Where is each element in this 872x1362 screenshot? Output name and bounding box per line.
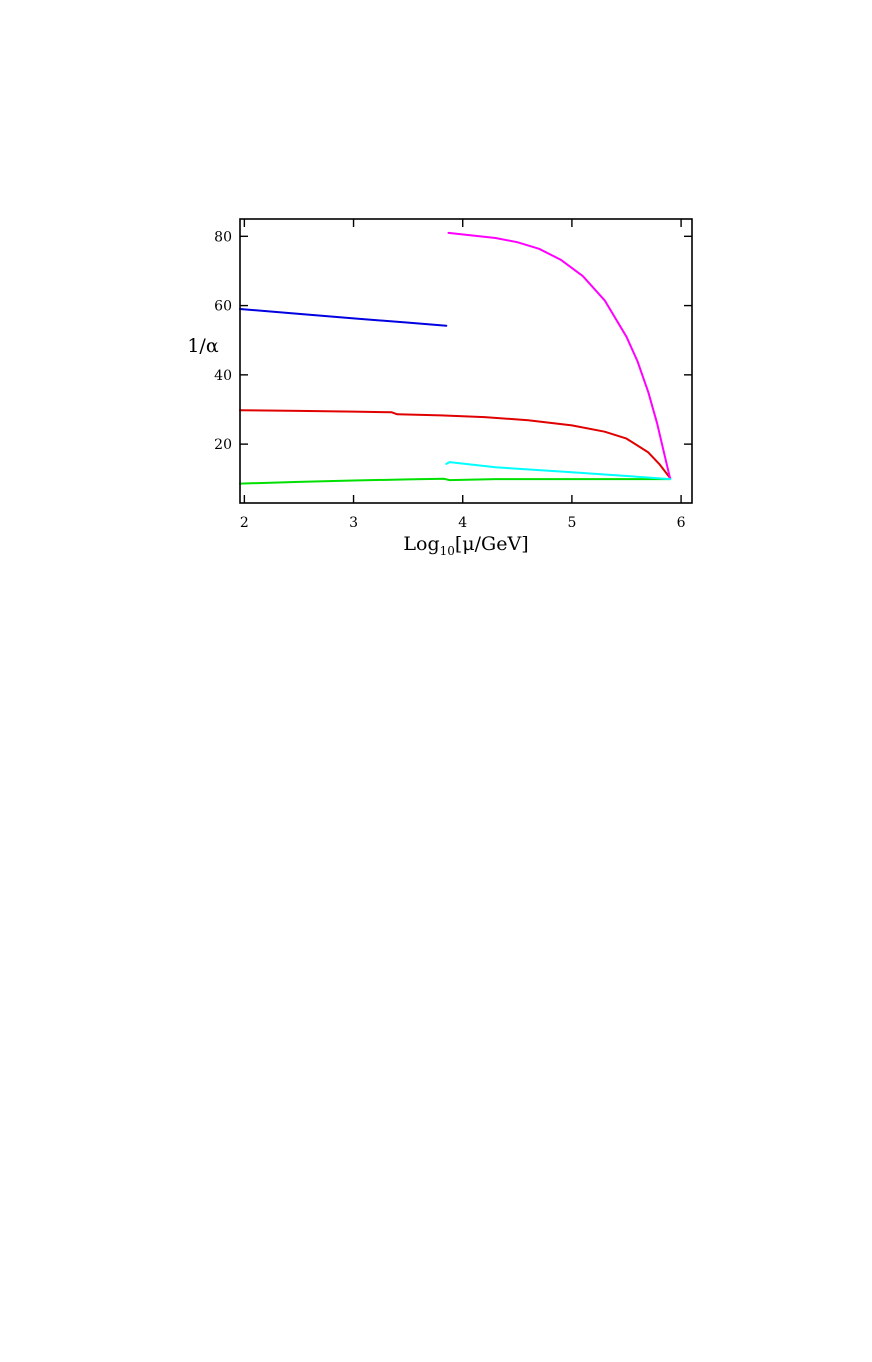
series-line-5 <box>445 461 672 481</box>
y-tick-label: 20 <box>214 437 232 453</box>
y-tick-label: 60 <box>214 299 232 315</box>
x-axis-label: Log10[μ/GeV] <box>403 533 528 558</box>
x-tick-label: 2 <box>240 515 249 531</box>
x-axis-label-main: Log <box>403 533 439 555</box>
series-line-2 <box>239 409 672 480</box>
y-tick-label: 80 <box>214 229 232 245</box>
plot-frame <box>239 218 693 504</box>
y-axis-label: 1/α <box>187 335 218 357</box>
x-axis-label-rest: [μ/GeV] <box>455 533 529 555</box>
series-line-3 <box>239 477 672 485</box>
x-tick-label: 4 <box>458 515 467 531</box>
series-line-1 <box>239 308 448 327</box>
x-tick-label: 5 <box>567 515 576 531</box>
y-tick-label: 40 <box>214 368 232 384</box>
series-line-4 <box>447 231 672 480</box>
series-layer <box>239 231 672 485</box>
x-tick-label: 6 <box>677 515 686 531</box>
ticks-layer: 2 3 4 5 6 20 40 60 80 <box>214 219 692 531</box>
x-tick-label: 3 <box>349 515 358 531</box>
x-axis-label-subscript: 10 <box>440 544 455 558</box>
